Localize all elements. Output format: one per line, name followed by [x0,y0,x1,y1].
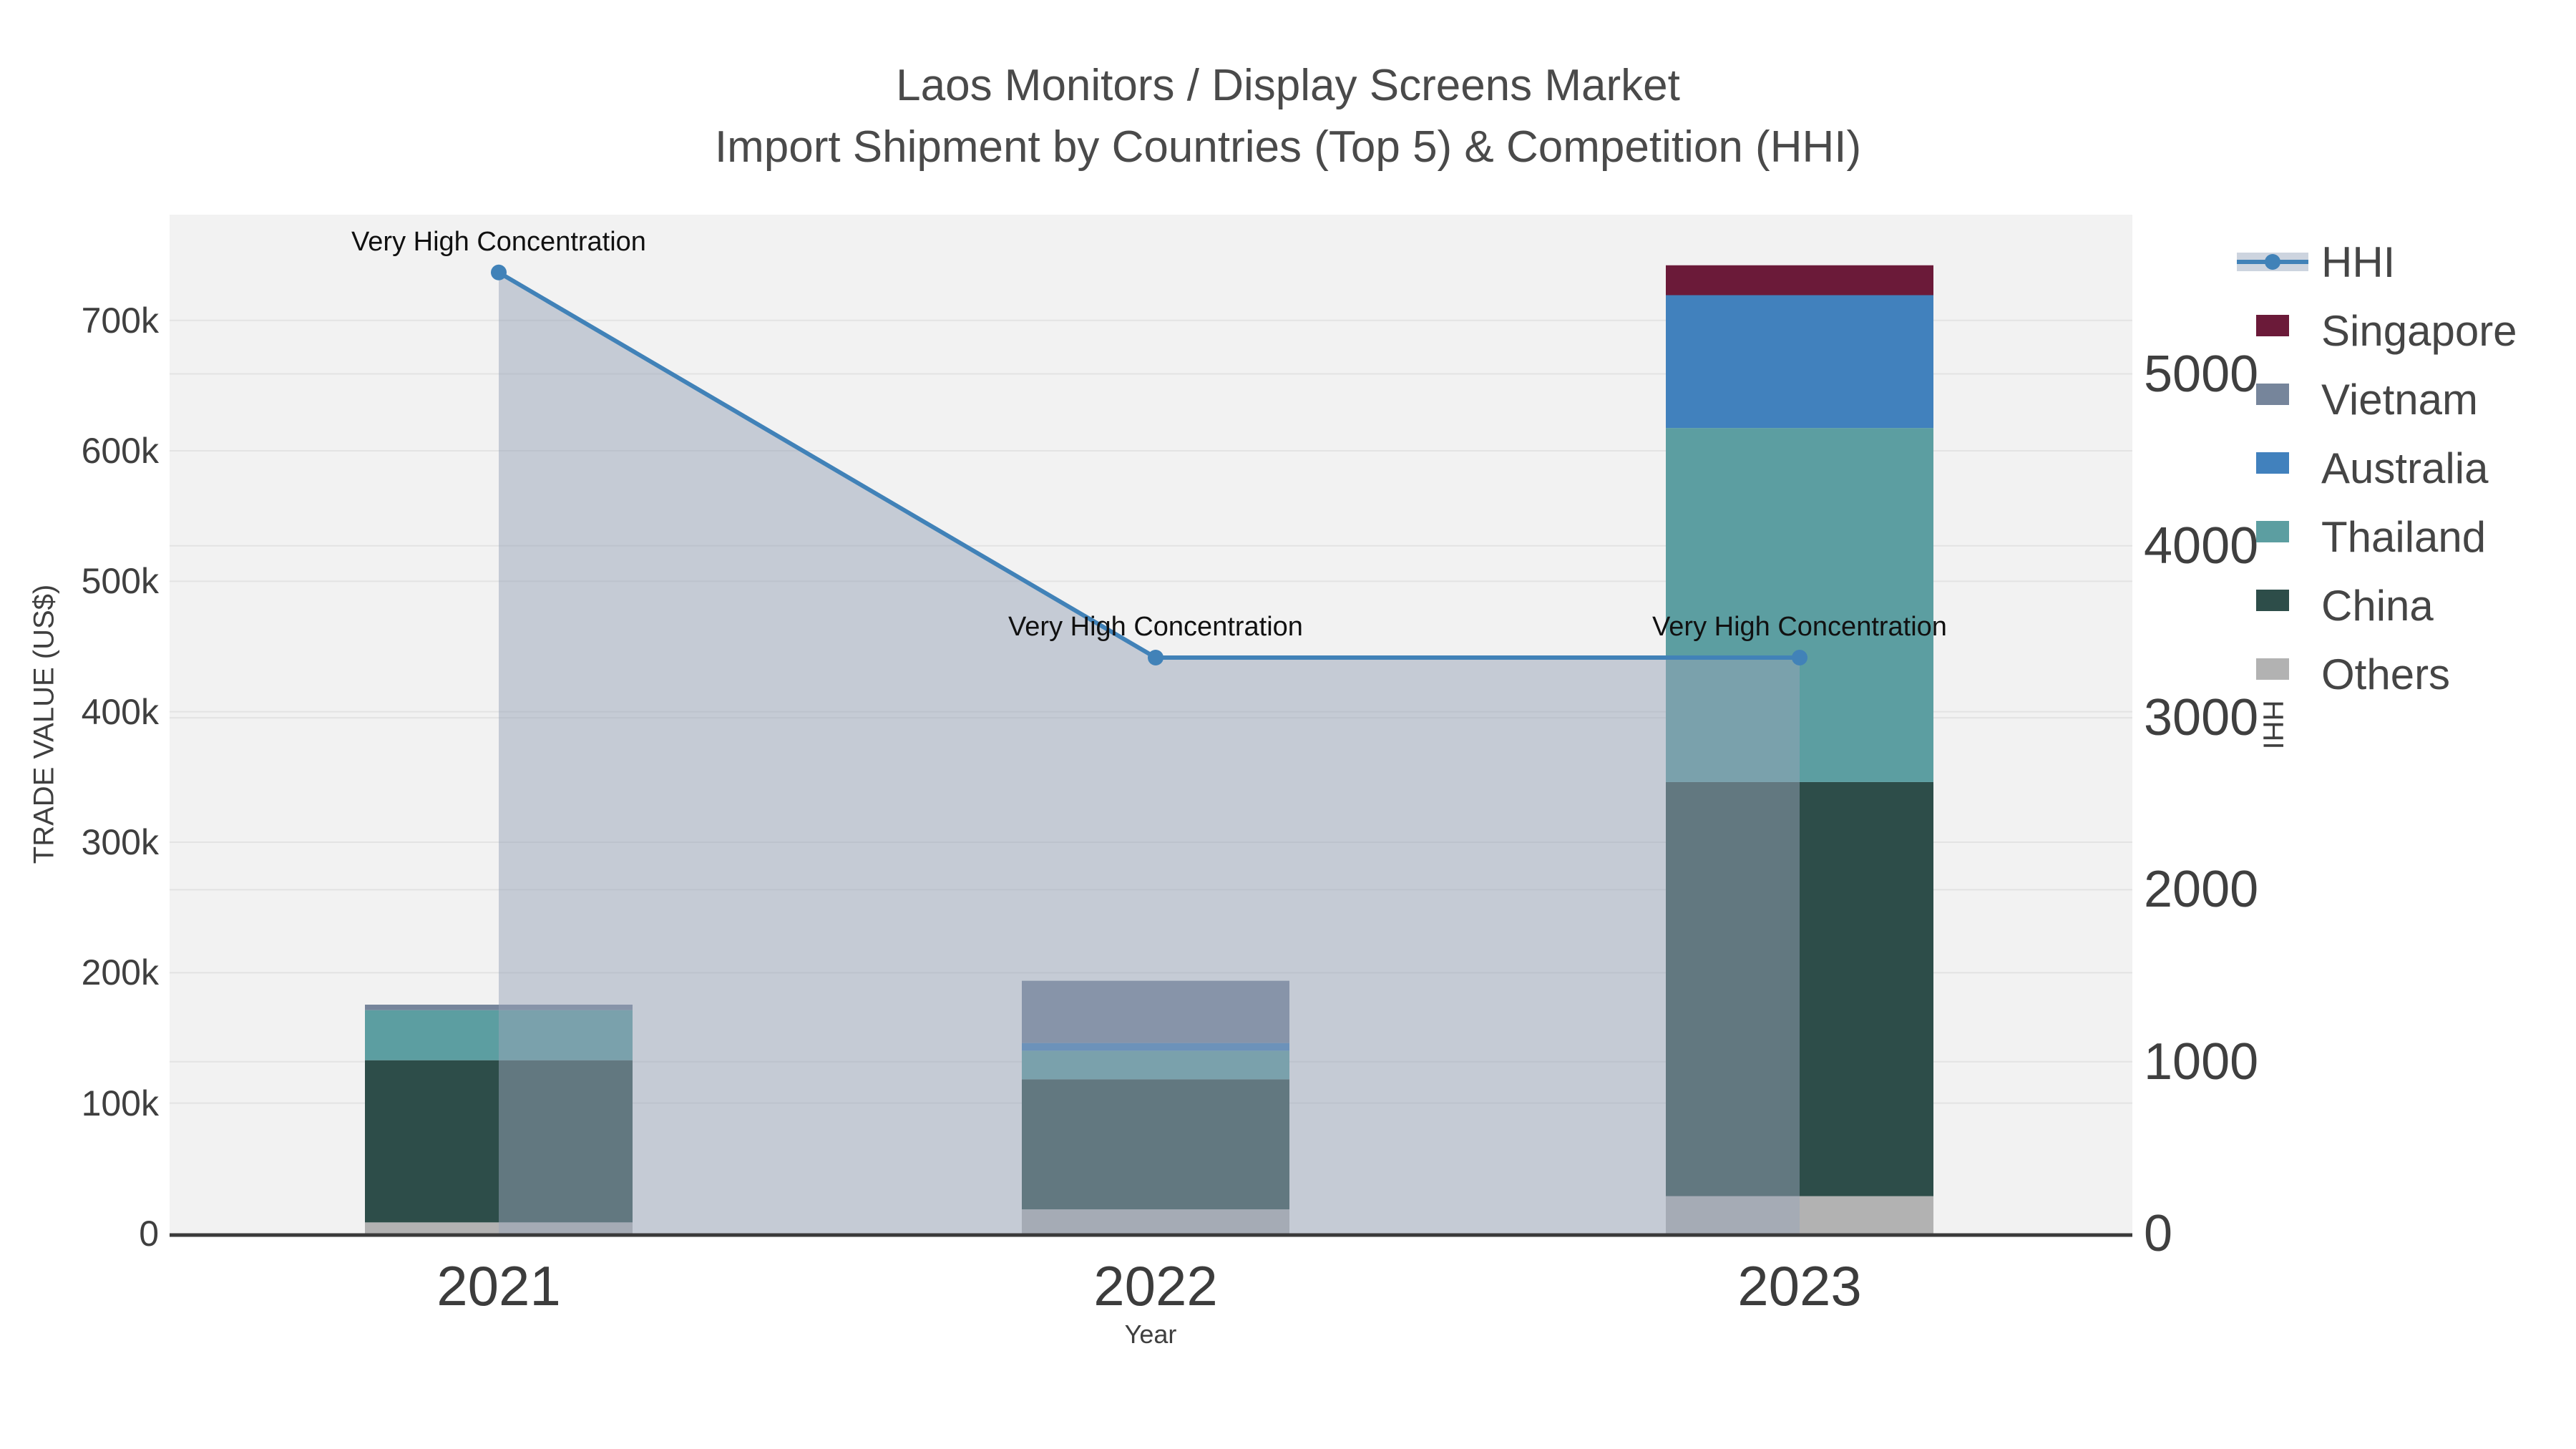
legend-item-hhi[interactable]: HHI [2237,228,2517,296]
legend-label: China [2321,581,2434,630]
hhi-area-fill [499,272,1800,1234]
chart-title-line1: Laos Monitors / Display Screens Market [896,61,1680,110]
chart-title-line2: Import Shipment by Countries (Top 5) & C… [714,122,1862,172]
y-left-tick-500k: 500k [81,561,159,602]
y-left-tick-300k: 300k [81,822,159,862]
legend-item-others[interactable]: Others [2237,640,2517,708]
y-left-tick-700k: 700k [81,300,159,341]
legend: HHI Singapore Vietnam Australia Thailand Chin… [2237,228,2517,708]
y-right-tick-3000: 3000 [2144,689,2259,747]
legend-swatch-icon [2237,452,2308,484]
hhi-marker-2021[interactable] [491,264,507,280]
legend-label: Vietnam [2321,375,2479,424]
legend-swatch-icon [2237,521,2308,552]
legend-item-australia[interactable]: Australia [2237,434,2517,502]
y-right-tick-4000: 4000 [2144,517,2259,575]
legend-label: Others [2321,650,2451,698]
x-tick-2023: 2023 [1737,1254,1862,1317]
y-right-tick-1000: 1000 [2144,1033,2259,1091]
legend-item-vietnam[interactable]: Vietnam [2237,365,2517,434]
legend-swatch-icon [2237,658,2308,690]
y-left-tick-600k: 600k [81,431,159,472]
annotation-2021: Very High Concentration [351,226,646,257]
bar-segment-australia-2023[interactable] [1666,295,1933,429]
legend-item-thailand[interactable]: Thailand [2237,502,2517,571]
legend-label: Australia [2321,444,2489,492]
hhi-marker-2022[interactable] [1148,650,1163,666]
y-left-tick-200k: 200k [81,952,159,993]
y-right-tick-0: 0 [2144,1205,2173,1262]
legend-swatch-icon [2237,315,2308,346]
hhi-line-sample-icon [2237,246,2308,278]
x-tick-2022: 2022 [1093,1254,1218,1317]
annotation-2023: Very High Concentration [1652,612,1947,642]
legend-label: Thailand [2321,512,2487,561]
y-left-tick-0: 0 [139,1214,159,1254]
y-left-axis-title: TRADE VALUE (US$) [28,584,60,864]
y-left-tick-400k: 400k [81,691,159,732]
y-right-tick-5000: 5000 [2144,345,2259,403]
legend-label: HHI [2321,238,2396,286]
legend-label: Singapore [2321,306,2517,355]
annotation-2022: Very High Concentration [1008,612,1303,642]
y-left-tick-100k: 100k [81,1083,159,1123]
legend-item-china[interactable]: China [2237,571,2517,640]
bar-segment-singapore-2023[interactable] [1666,265,1933,296]
x-axis-title: Year [1124,1319,1177,1349]
legend-item-singapore[interactable]: Singapore [2237,296,2517,365]
x-tick-2021: 2021 [436,1254,561,1317]
y-right-tick-2000: 2000 [2144,861,2259,919]
legend-swatch-icon [2237,590,2308,621]
legend-swatch-icon [2237,384,2308,415]
hhi-marker-2023[interactable] [1792,650,1807,666]
